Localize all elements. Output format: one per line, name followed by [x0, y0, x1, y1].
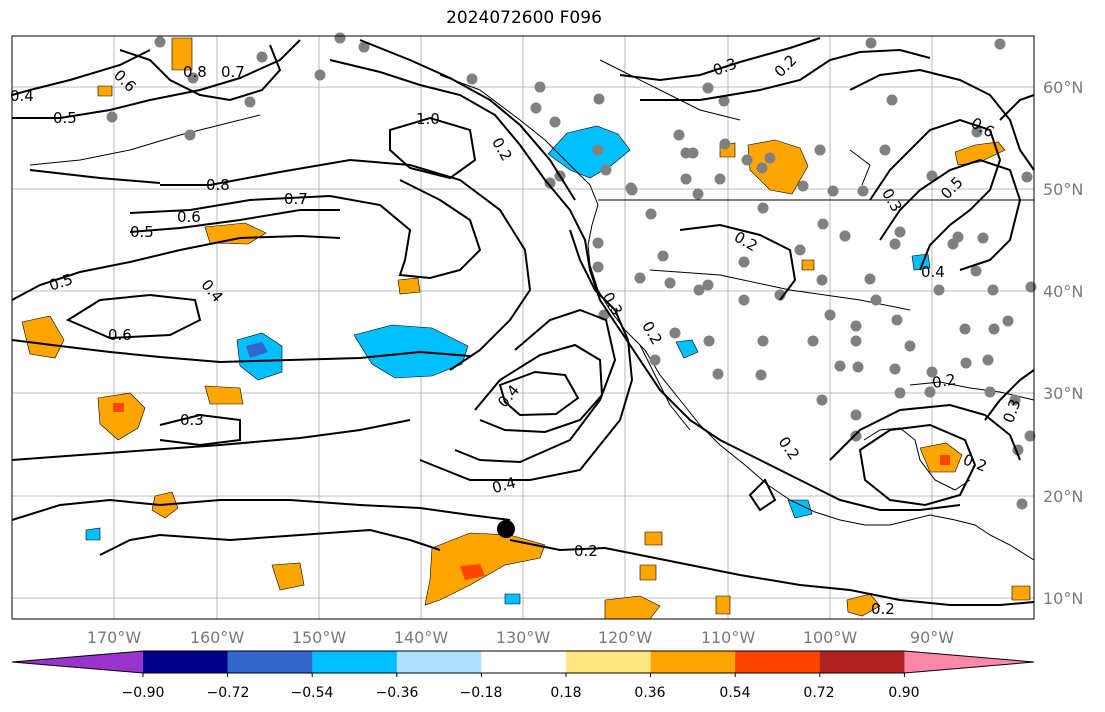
orange-patch: [97, 392, 146, 441]
colorbar: [11, 650, 1035, 677]
lat-tick-label: 10°N: [1043, 589, 1083, 608]
lon-tick-label: 160°W: [190, 628, 245, 647]
lon-tick-label: 100°W: [803, 628, 858, 647]
orange-patch: [271, 562, 305, 591]
red-patch: [940, 455, 950, 465]
contour-label: 0.7: [284, 190, 308, 208]
orange-patch: [639, 564, 657, 581]
contour-label: 0.2: [931, 370, 958, 392]
cyan-patch: [85, 527, 101, 541]
lon-tick-label: 170°W: [87, 628, 142, 647]
contour-label: 0.2: [871, 600, 895, 618]
colorbar-tick-label: −0.36: [376, 685, 419, 701]
orange-patch: [801, 259, 815, 271]
lon-tick-label: 120°W: [598, 628, 653, 647]
orange-patch: [715, 595, 731, 615]
station-dots: [106, 32, 1037, 510]
orange-patch: [846, 593, 881, 617]
coastlines: [29, 59, 1035, 561]
colorbar-tick-label: −0.54: [291, 685, 334, 701]
orange-patch: [21, 315, 65, 359]
colorbar-tick-label: 0.36: [634, 685, 665, 701]
contour-label: 0.4: [10, 87, 34, 105]
contour-lines: [11, 37, 1035, 606]
contour-label: 0.5: [53, 109, 77, 127]
lat-tick-label: 20°N: [1043, 487, 1083, 506]
colorbar-tick-label: −0.18: [460, 685, 503, 701]
contour-label: 0.4: [921, 263, 945, 281]
colorbar-labels: −0.90 −0.72 −0.54 −0.36 −0.18 0.18 0.36 …: [122, 685, 920, 701]
lon-tick-label: 90°W: [910, 628, 954, 647]
colorbar-segment: [396, 651, 482, 673]
orange-patch: [204, 385, 244, 405]
contour-label: 0.4: [490, 473, 518, 497]
lon-tick-label: 130°W: [496, 628, 551, 647]
contour-label: 0.5: [130, 223, 154, 241]
red-patch: [113, 403, 124, 412]
colorbar-segment: [566, 651, 652, 673]
cyan-patch: [547, 125, 631, 179]
contour-label: 0.6: [177, 208, 201, 226]
colorbar-tick-label: −0.72: [207, 685, 250, 701]
longitude-labels: 170°W 160°W 150°W 140°W 130°W 120°W 110°…: [87, 628, 954, 647]
orange-patch: [1011, 585, 1031, 601]
colorbar-segment: [312, 651, 398, 673]
lon-tick-label: 150°W: [292, 628, 347, 647]
colorbar-tick-label: 0.54: [719, 685, 750, 701]
colorbar-segment: [650, 651, 736, 673]
red-patch: [460, 564, 485, 580]
orange-patch: [644, 531, 663, 546]
colorbar-tick-label: −0.90: [122, 685, 165, 701]
lat-tick-label: 40°N: [1043, 282, 1083, 301]
colorbar-low-arrow: [12, 651, 143, 673]
cyan-patch: [236, 332, 283, 381]
orange-patch: [954, 141, 1006, 166]
orange-patch: [747, 139, 809, 195]
colorbar-segment: [481, 651, 567, 673]
orange-patch: [604, 595, 661, 620]
shaded-anomalies: [21, 37, 1031, 620]
lon-tick-label: 110°W: [701, 628, 756, 647]
colorbar-high-arrow: [904, 651, 1034, 673]
cyan-patch: [675, 339, 699, 359]
lon-tick-label: 140°W: [394, 628, 449, 647]
storm-marker: [497, 520, 515, 538]
orange-patch: [171, 37, 193, 71]
colorbar-tick-label: 0.72: [803, 685, 834, 701]
orange-patch: [424, 532, 546, 606]
lat-tick-label: 50°N: [1043, 180, 1083, 199]
orange-patch: [397, 277, 421, 295]
contour-label: 0.7: [221, 63, 245, 81]
colorbar-segment: [227, 651, 313, 673]
lat-tick-label: 60°N: [1043, 78, 1083, 97]
cyan-patch: [353, 324, 469, 379]
colorbar-tick-label: 0.90: [888, 685, 919, 701]
colorbar-tick-label: 0.18: [550, 685, 581, 701]
map-title: 2024072600 F096: [446, 8, 602, 28]
contour-label: 0.3: [180, 411, 204, 429]
contour-label: 0.6: [108, 326, 132, 344]
colorbar-segment: [735, 651, 821, 673]
contour-label: 0.8: [206, 176, 230, 194]
orange-patch: [97, 85, 113, 97]
map-frame: [11, 35, 1035, 620]
colorbar-segment: [143, 651, 229, 673]
blue-patch: [246, 342, 268, 358]
latitude-labels: 60°N 50°N 40°N 30°N 20°N 10°N: [1043, 78, 1083, 608]
lat-tick-label: 30°N: [1043, 384, 1083, 403]
cyan-patch: [787, 499, 813, 519]
colorbar-segment: [819, 651, 905, 673]
contour-label: 0.8: [183, 63, 207, 81]
contour-label: 1.0: [416, 110, 440, 128]
cyan-patch: [504, 593, 521, 605]
orange-patch: [204, 222, 267, 245]
contour-label: 0.2: [574, 542, 598, 560]
